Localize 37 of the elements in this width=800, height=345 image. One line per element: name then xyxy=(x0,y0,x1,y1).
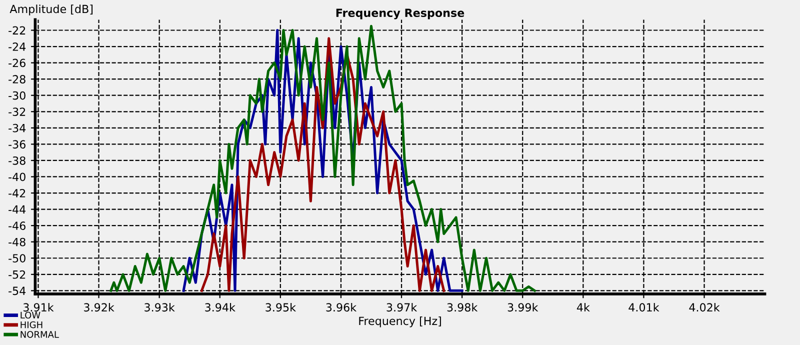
legend-label: HIGH xyxy=(20,321,42,328)
x-tick-label: 4.02k xyxy=(689,302,720,312)
y-tick-label: -36 xyxy=(8,140,26,149)
y-axis-title: Amplitude [dB] xyxy=(10,4,93,16)
x-tick-label: 3.99k xyxy=(508,302,538,312)
y-tick-label: -42 xyxy=(8,188,26,198)
y-tick-label: -26 xyxy=(8,58,26,68)
y-tick-label: -38 xyxy=(8,156,26,165)
y-tick-label: -32 xyxy=(8,108,26,116)
y-tick-label: -50 xyxy=(8,254,26,263)
x-axis-title: Frequency [Hz] xyxy=(359,316,441,328)
x-tick-label: 4k xyxy=(576,302,590,312)
x-tick-label: 3.97k xyxy=(386,302,418,312)
x-tick-label: 3.98k xyxy=(447,302,478,312)
x-tick-label: 3.95k xyxy=(266,302,296,312)
x-tick-label: 3.93k xyxy=(144,302,175,312)
y-tick-label: -48 xyxy=(8,238,26,246)
line-series xyxy=(110,24,536,292)
y-tick-label: -46 xyxy=(8,222,26,230)
y-tick-label: -30 xyxy=(8,91,26,100)
x-tick-label: 4.01k xyxy=(628,302,660,312)
y-tick-label: -34 xyxy=(8,124,26,132)
y-tick-label: -44 xyxy=(8,205,26,214)
y-tick-label: -52 xyxy=(8,270,26,279)
legend-label: NORMAL xyxy=(20,331,59,338)
y-tick-label: -40 xyxy=(8,172,26,182)
y-tick-label: -24 xyxy=(8,42,26,51)
x-tick-label: 3.91k xyxy=(23,302,54,312)
legend-label: LOW xyxy=(20,312,40,319)
y-tick-label: -22 xyxy=(8,26,26,34)
chart-title: Frequency Response xyxy=(336,8,464,20)
x-tick-label: 3.92k xyxy=(84,302,114,312)
y-tick-label: -54 xyxy=(8,286,26,296)
line-series xyxy=(200,37,446,292)
y-tick-label: -28 xyxy=(8,75,26,84)
x-tick-label: 3.94k xyxy=(205,302,236,312)
x-tick-label: 3.96k xyxy=(326,302,357,312)
